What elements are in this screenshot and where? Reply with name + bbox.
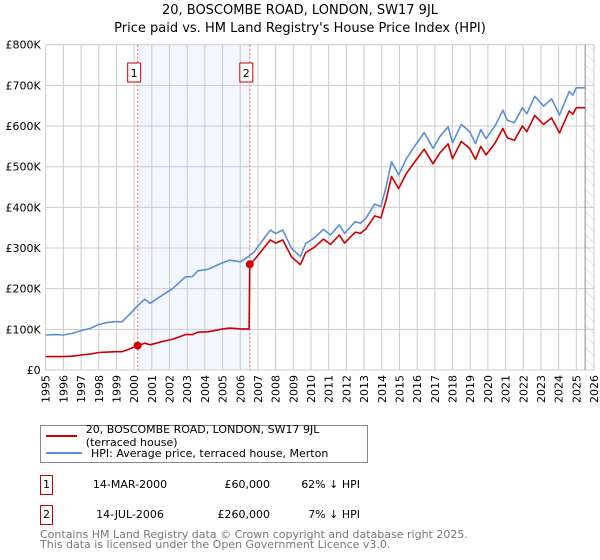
y-tick-label: £600K	[5, 120, 41, 133]
sale-marker-label: 2	[243, 67, 250, 80]
sale-point	[245, 260, 254, 269]
legend-label-property: 20, BOSCOMBE ROAD, LONDON, SW17 9JL (ter…	[85, 423, 320, 449]
footer-copyright: Contains HM Land Registry data © Crown c…	[40, 528, 468, 541]
x-tick-label: 2008	[270, 375, 283, 403]
y-tick-label: £0	[27, 364, 41, 377]
x-tick-label: 2014	[376, 375, 389, 403]
y-tick-label: £300K	[5, 242, 41, 255]
x-tick-label: 1997	[75, 375, 88, 403]
chart-subtitle: Price paid vs. HM Land Registry's House …	[114, 21, 486, 36]
x-tick-label: 1998	[93, 375, 106, 403]
property-price-line	[45, 106, 586, 358]
x-tick-label: 2006	[234, 375, 247, 403]
x-tick-label: 2001	[146, 375, 159, 403]
x-tick-label: 2015	[393, 375, 406, 403]
x-tick-label: 2012	[340, 375, 353, 403]
x-tick-label: 2004	[199, 375, 212, 403]
legend-blue-line-icon	[46, 452, 82, 454]
x-tick-label: 2025	[570, 375, 583, 403]
sale-marker-box	[127, 62, 142, 83]
sale-hpi-diff: 62% ↓ HPI	[301, 478, 360, 491]
x-tick-label: 2019	[464, 375, 477, 403]
sale-marker-box	[239, 62, 254, 83]
price-chart: 1995 1996 1997 1998 1999 2000 2001 2002 2003 2004…	[5, 39, 600, 403]
y-tick-label: £200K	[5, 283, 41, 296]
x-tick-label: 2000	[128, 375, 141, 403]
legend-red-line-icon	[46, 435, 77, 437]
legend-item-hpi: HPI: Average price, terraced house, Mert…	[41, 445, 328, 461]
legend-label-hpi: HPI: Average price, terraced house, Mert…	[91, 446, 329, 460]
x-tick-label: 1995	[40, 375, 53, 403]
footer-licence: This data is licensed under the Open Gov…	[40, 538, 391, 551]
y-tick-label: £800K	[5, 39, 41, 52]
sale-price: £60,000	[224, 478, 271, 491]
legend-item-property: 20, BOSCOMBE ROAD, LONDON, SW17 9JL (ter…	[41, 423, 367, 449]
x-tick-label: 2005	[217, 375, 230, 403]
y-tick-label: £100K	[5, 323, 41, 336]
x-tick-label: 2003	[181, 375, 194, 403]
x-tick-label: 2018	[447, 375, 460, 403]
sale-marker-1: 1	[40, 475, 53, 495]
sale-hpi-diff: 7% ↓ HPI	[308, 508, 360, 521]
x-tick-label: 2011	[323, 375, 336, 403]
sale-row-2: 2 14-JUL-2006 £260,000 7% ↓ HPI	[40, 505, 360, 525]
x-tick-label: 2010	[305, 375, 318, 403]
sale-date: 14-MAR-2000	[92, 478, 168, 491]
x-tick-label: 2021	[500, 375, 513, 403]
y-tick-label: £700K	[5, 79, 41, 92]
footer: Contains HM Land Registry data © Crown c…	[40, 528, 468, 551]
chart-title: 20, BOSCOMBE ROAD, LONDON, SW17 9JL	[161, 3, 439, 18]
sale-price: £260,000	[217, 508, 271, 521]
sale-marker-label: 1	[131, 67, 138, 80]
x-tick-label: 2017	[429, 375, 442, 403]
legend: 20, BOSCOMBE ROAD, LONDON, SW17 9JL (ter…	[40, 423, 368, 463]
hpi-line	[45, 87, 586, 336]
x-tick-label: 2007	[252, 375, 265, 403]
sale-row-1: 1 14-MAR-2000 £60,000 62% ↓ HPI	[40, 475, 360, 495]
x-tick-label: 2022	[517, 375, 530, 403]
x-tick-label: 2023	[535, 375, 548, 403]
sale-date: 14-JUL-2006	[96, 508, 164, 521]
sale-marker-2: 2	[40, 505, 53, 525]
x-tick-label: 2020	[482, 375, 495, 403]
x-tick-label: 2024	[553, 375, 566, 403]
x-tick-label: 1996	[57, 375, 70, 403]
x-tick-label: 2002	[164, 375, 177, 403]
x-tick-label: 2009	[287, 375, 300, 403]
x-tick-label: 2013	[358, 375, 371, 403]
x-tick-label: 2016	[411, 375, 424, 403]
y-tick-label: £400K	[5, 201, 41, 214]
x-tick-label: 1999	[110, 375, 123, 403]
x-tick-label: 2026	[588, 375, 600, 403]
y-tick-label: £500K	[5, 161, 41, 174]
sale-point	[133, 341, 142, 350]
future-hatch	[585, 44, 594, 370]
